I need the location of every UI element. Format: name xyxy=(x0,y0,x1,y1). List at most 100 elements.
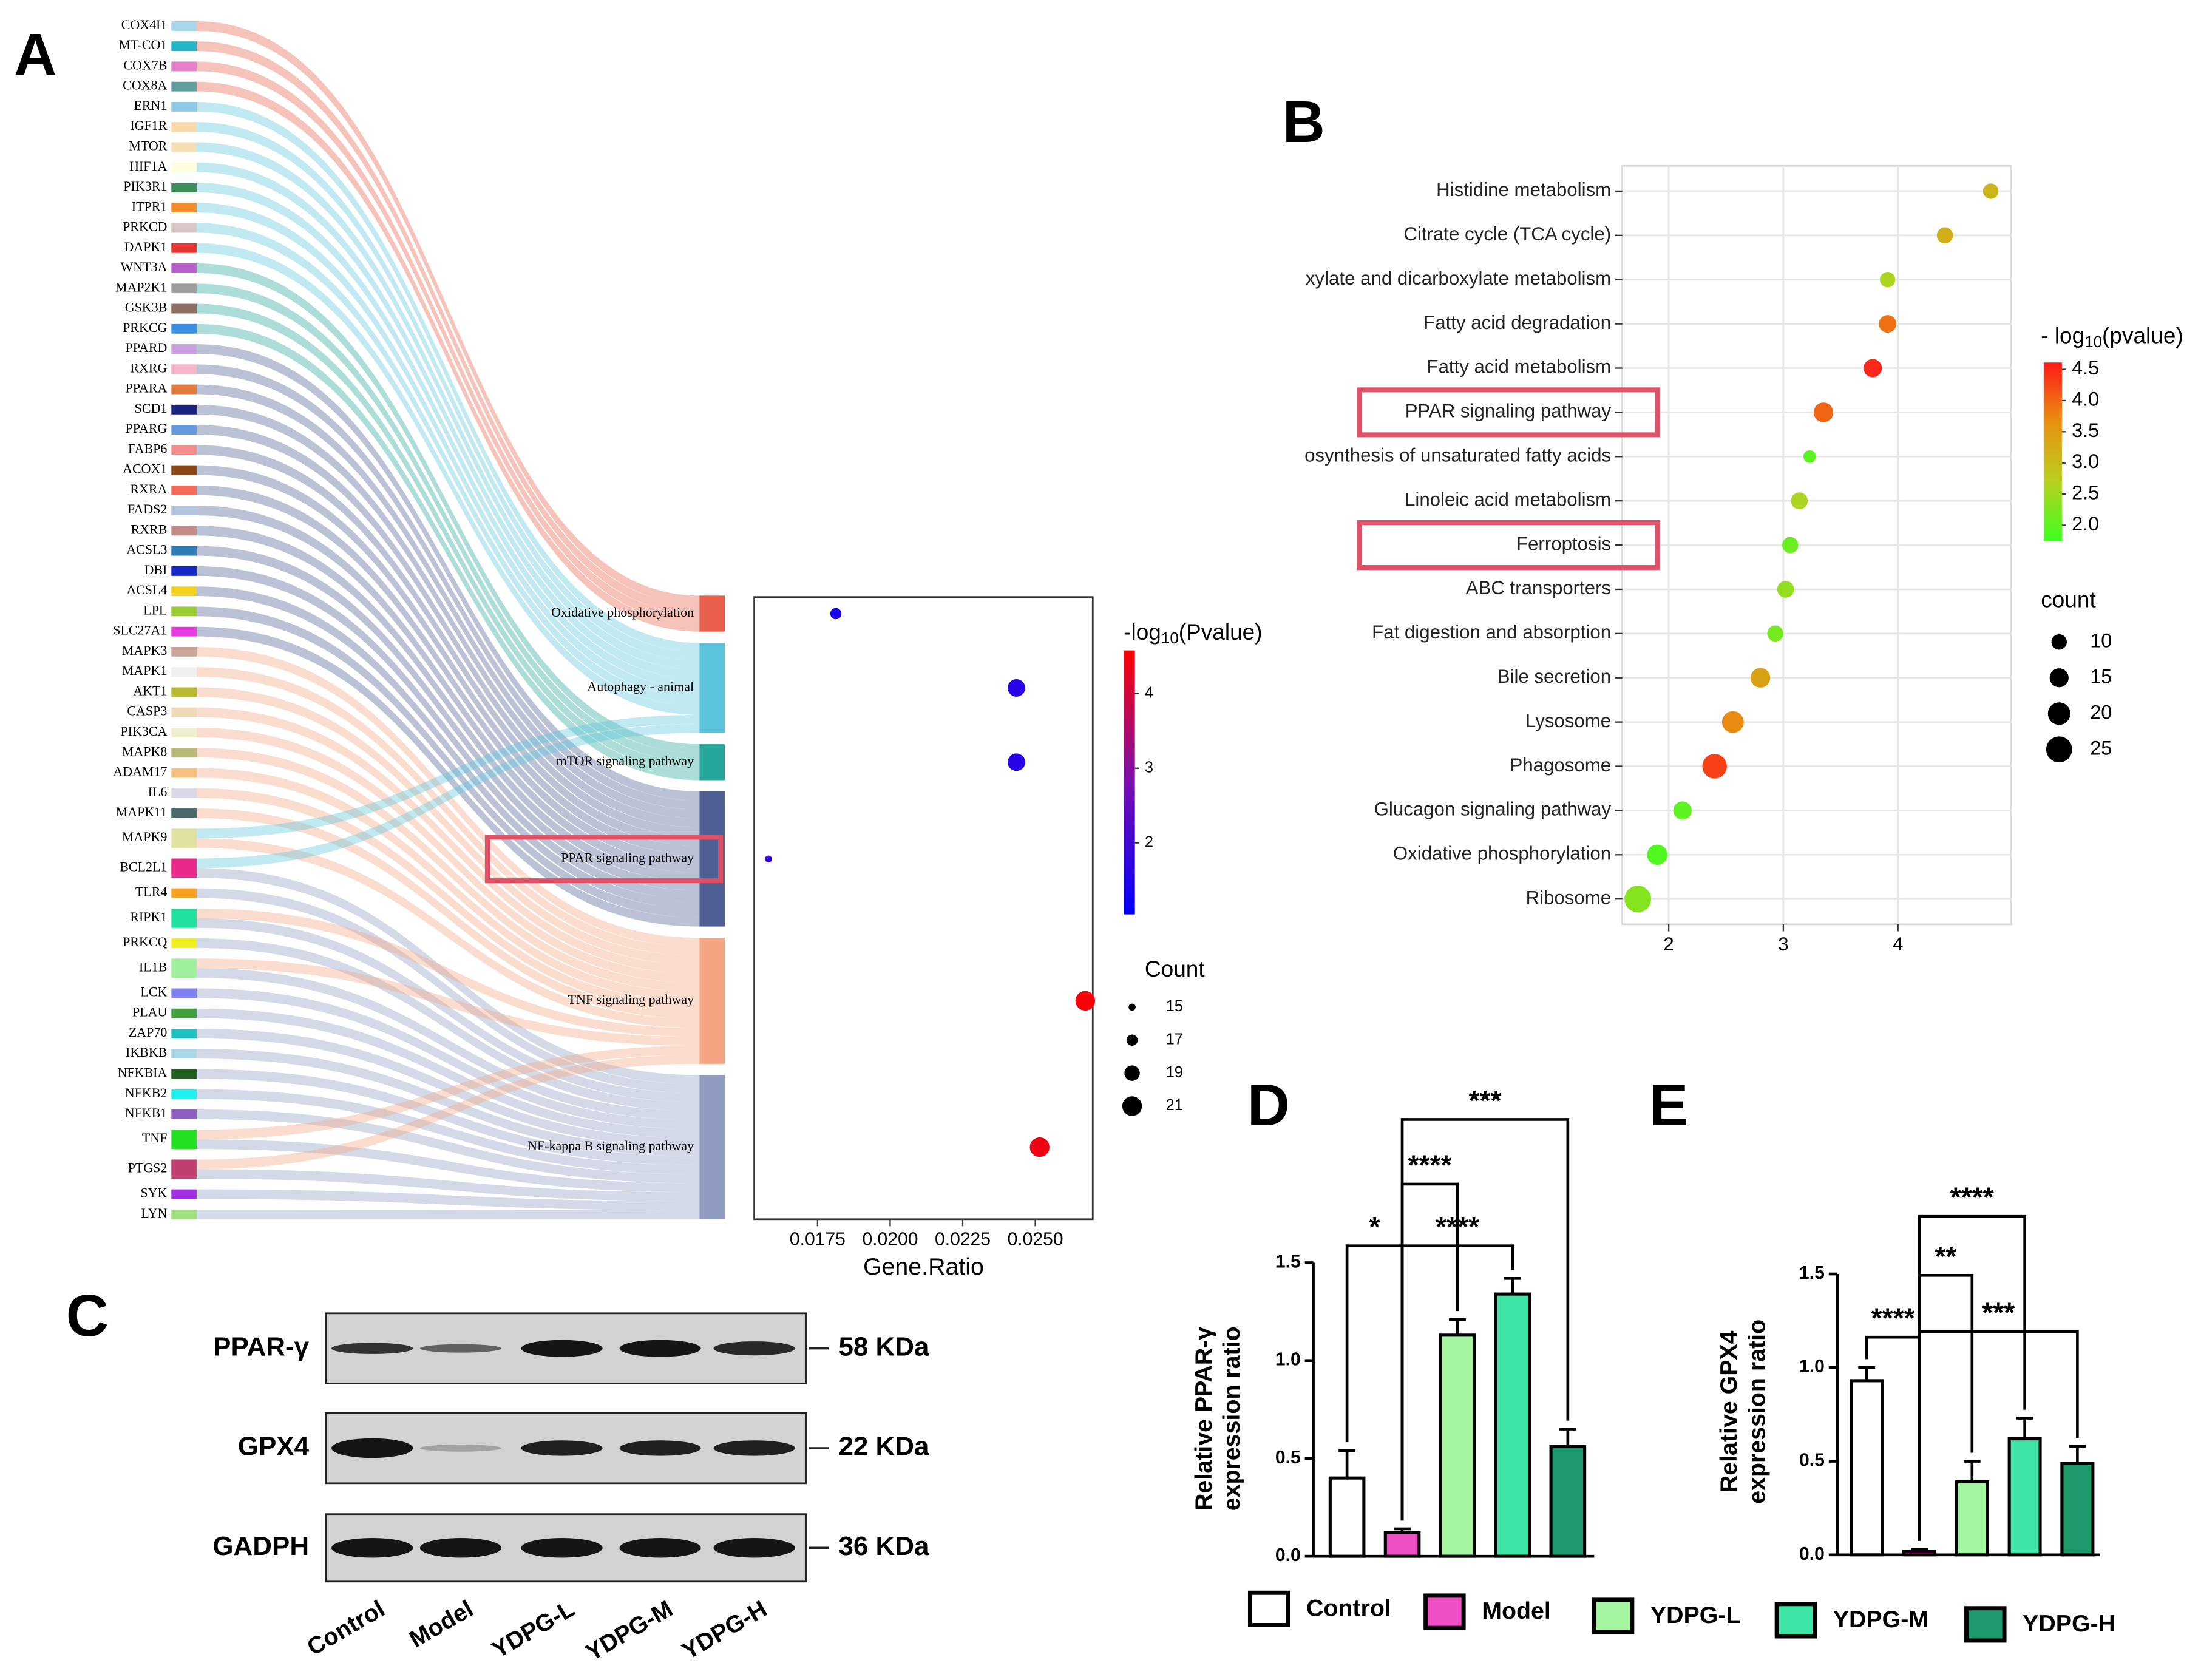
gene-node xyxy=(171,1209,197,1219)
panel-label: A xyxy=(14,21,56,87)
dot xyxy=(1767,625,1783,642)
gene-label: BCL2L1 xyxy=(120,859,167,874)
sankey-link xyxy=(196,1139,700,1193)
pathway-node xyxy=(699,938,725,1064)
title-part: -log xyxy=(1124,619,1161,645)
gene-label: MT-CO1 xyxy=(119,37,168,52)
sankey-link xyxy=(196,384,700,819)
gene-label: AKT1 xyxy=(133,683,167,698)
sankey-link xyxy=(196,1055,700,1170)
sankey-link xyxy=(196,1189,700,1210)
band xyxy=(713,1538,795,1558)
gene-node xyxy=(171,425,197,435)
bar xyxy=(1383,1531,1421,1558)
panel-label: E xyxy=(1649,1072,1689,1138)
bar xyxy=(1955,1480,1989,1557)
sankey-link xyxy=(196,667,700,956)
y-tick-label: Citrate cycle (TCA cycle) xyxy=(1403,223,1611,245)
x-tick-label: 3 xyxy=(1778,933,1788,955)
gene-label: COX8A xyxy=(123,78,167,93)
dot xyxy=(1777,581,1794,598)
x-tick-label: 0.0200 xyxy=(862,1229,918,1249)
sankey-link xyxy=(196,1209,700,1219)
gene-label: PPARG xyxy=(126,421,168,436)
gene-node xyxy=(171,1069,197,1079)
gene-node xyxy=(171,323,197,334)
gene-label: ZAP70 xyxy=(129,1025,167,1040)
gene-label: MAPK3 xyxy=(122,643,167,658)
legend-label: Control xyxy=(1306,1594,1391,1621)
title-sub: 10 xyxy=(1161,630,1179,647)
band xyxy=(619,1440,701,1456)
sankey-link xyxy=(196,908,700,1037)
gene-node xyxy=(171,81,197,92)
sankey-link xyxy=(196,938,700,1111)
pathway-node xyxy=(699,643,725,733)
sankey-link xyxy=(196,122,700,661)
sankey-link xyxy=(196,918,700,1102)
sankey-link xyxy=(196,546,700,891)
legend-swatch xyxy=(1423,1593,1466,1630)
sankey-link xyxy=(196,768,700,1001)
gene-label: ERN1 xyxy=(134,98,167,113)
gene-node xyxy=(171,748,197,758)
size-legend-dot xyxy=(1122,1096,1142,1116)
significance-bracket xyxy=(1918,1330,2079,1541)
gene-label: SLC27A1 xyxy=(113,623,167,638)
gene-node xyxy=(171,546,197,556)
size-legend-dot xyxy=(1126,1034,1138,1046)
size-legend-label: 25 xyxy=(2090,737,2112,759)
sankey-link xyxy=(196,344,700,801)
gene-label: TNF xyxy=(142,1130,168,1145)
sankey-link xyxy=(196,142,700,670)
band xyxy=(619,1340,701,1357)
gene-label: MAPK8 xyxy=(122,743,167,759)
band xyxy=(419,1445,502,1452)
sankey-link xyxy=(196,566,700,900)
gene-node xyxy=(171,938,197,948)
gene-label: NFKB1 xyxy=(125,1105,168,1120)
gene-label: GSK3B xyxy=(125,300,168,315)
gene-label: ITPR1 xyxy=(132,198,168,214)
highlight-box xyxy=(1357,520,1660,571)
y-tick-label: PPAR signaling pathway xyxy=(1405,401,1612,422)
size-label: 22 KDa xyxy=(838,1432,929,1462)
gene-node xyxy=(171,958,197,978)
y-axis-label: expression ratio xyxy=(1218,1326,1245,1511)
lane-label: YDPG-L xyxy=(487,1595,579,1663)
dot xyxy=(1879,271,1896,288)
gene-label: MAPK1 xyxy=(122,663,167,678)
gene-node xyxy=(171,626,197,637)
highlight-box xyxy=(1357,387,1660,438)
y-tick-label: 1.0 xyxy=(1799,1357,1825,1377)
sankey-link xyxy=(196,1028,700,1148)
bar xyxy=(1549,1445,1587,1558)
band xyxy=(419,1344,502,1353)
legend-label: YDPG-L xyxy=(1650,1602,1741,1628)
sankey-link xyxy=(196,283,700,762)
colorbar-title: - log10(pvalue) xyxy=(2041,322,2183,350)
gene-label: NFKBIA xyxy=(118,1065,168,1080)
significance-label: ** xyxy=(1935,1241,1956,1272)
significance-bracket xyxy=(1400,1118,1570,1521)
gene-node xyxy=(171,1028,197,1038)
significance-label: *** xyxy=(1468,1085,1501,1116)
band xyxy=(331,1538,413,1558)
gene-node xyxy=(171,21,197,31)
gene-node xyxy=(171,808,197,818)
gene-label: PTGS2 xyxy=(128,1160,168,1175)
gene-node xyxy=(171,344,197,354)
significance-label: **** xyxy=(1436,1211,1479,1242)
gene-node xyxy=(171,728,197,737)
gene-label: MTOR xyxy=(129,138,167,154)
sankey-link xyxy=(196,303,700,771)
y-tick-label: 1.5 xyxy=(1799,1263,1825,1283)
size-legend-title: Count xyxy=(1145,956,1205,981)
size-legend-dot xyxy=(1128,1003,1136,1011)
gene-label: ADAM17 xyxy=(113,764,167,779)
legend-label: YDPG-H xyxy=(2023,1610,2115,1637)
sankey-link xyxy=(196,808,700,1019)
dot xyxy=(765,855,772,863)
y-axis-label: expression ratio xyxy=(1743,1319,1770,1504)
gene-node xyxy=(171,203,197,213)
